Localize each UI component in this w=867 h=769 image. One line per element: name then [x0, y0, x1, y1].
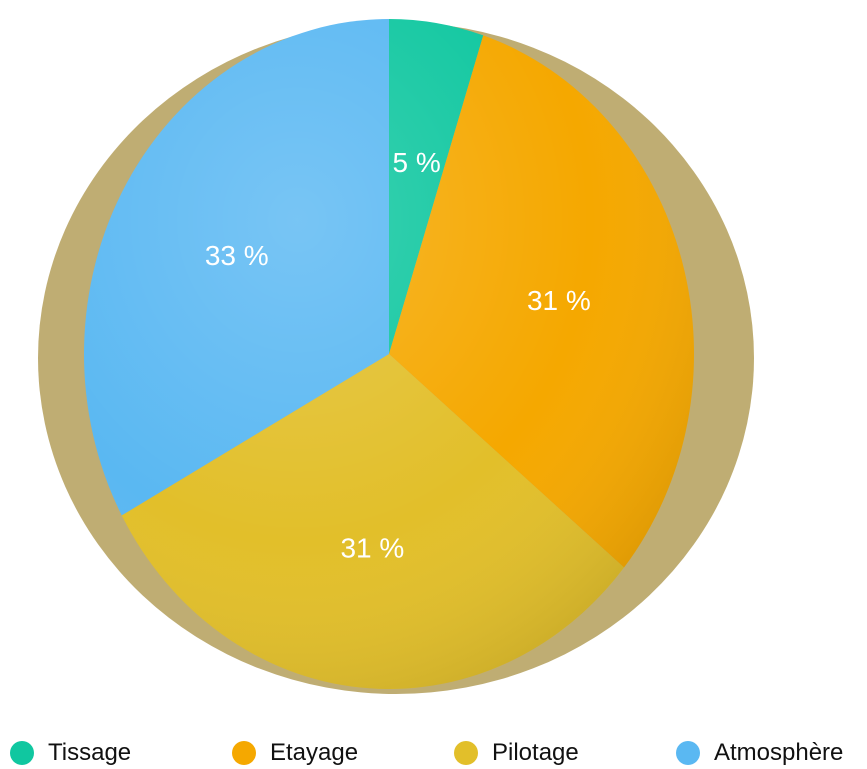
data-label-etayage: 31 % [527, 285, 591, 316]
data-label-atmosphere: 33 % [205, 240, 269, 271]
legend-item-etayage: Etayage [232, 737, 358, 769]
pie-slices [84, 19, 695, 689]
legend-swatch-tissage [10, 741, 34, 765]
legend-item-atmosphere: Atmosphère [676, 737, 843, 769]
slice-labels: 5 % 31 % 31 % 33 % [205, 147, 591, 563]
legend: Tissage Etayage Pilotage Atmosphère [0, 737, 867, 769]
legend-label-pilotage: Pilotage [492, 739, 579, 766]
legend-label-tissage: Tissage [48, 739, 132, 766]
legend-item-tissage: Tissage [10, 737, 131, 769]
data-label-tissage: 5 % [393, 147, 441, 178]
legend-label-etayage: Etayage [270, 739, 359, 766]
legend-label-atmosphere: Atmosphère [714, 739, 844, 766]
legend-swatch-atmosphere [676, 741, 700, 765]
legend-item-pilotage: Pilotage [454, 737, 579, 769]
legend-swatch-pilotage [454, 741, 478, 765]
legend-swatch-etayage [232, 741, 256, 765]
data-label-pilotage: 31 % [340, 532, 404, 563]
